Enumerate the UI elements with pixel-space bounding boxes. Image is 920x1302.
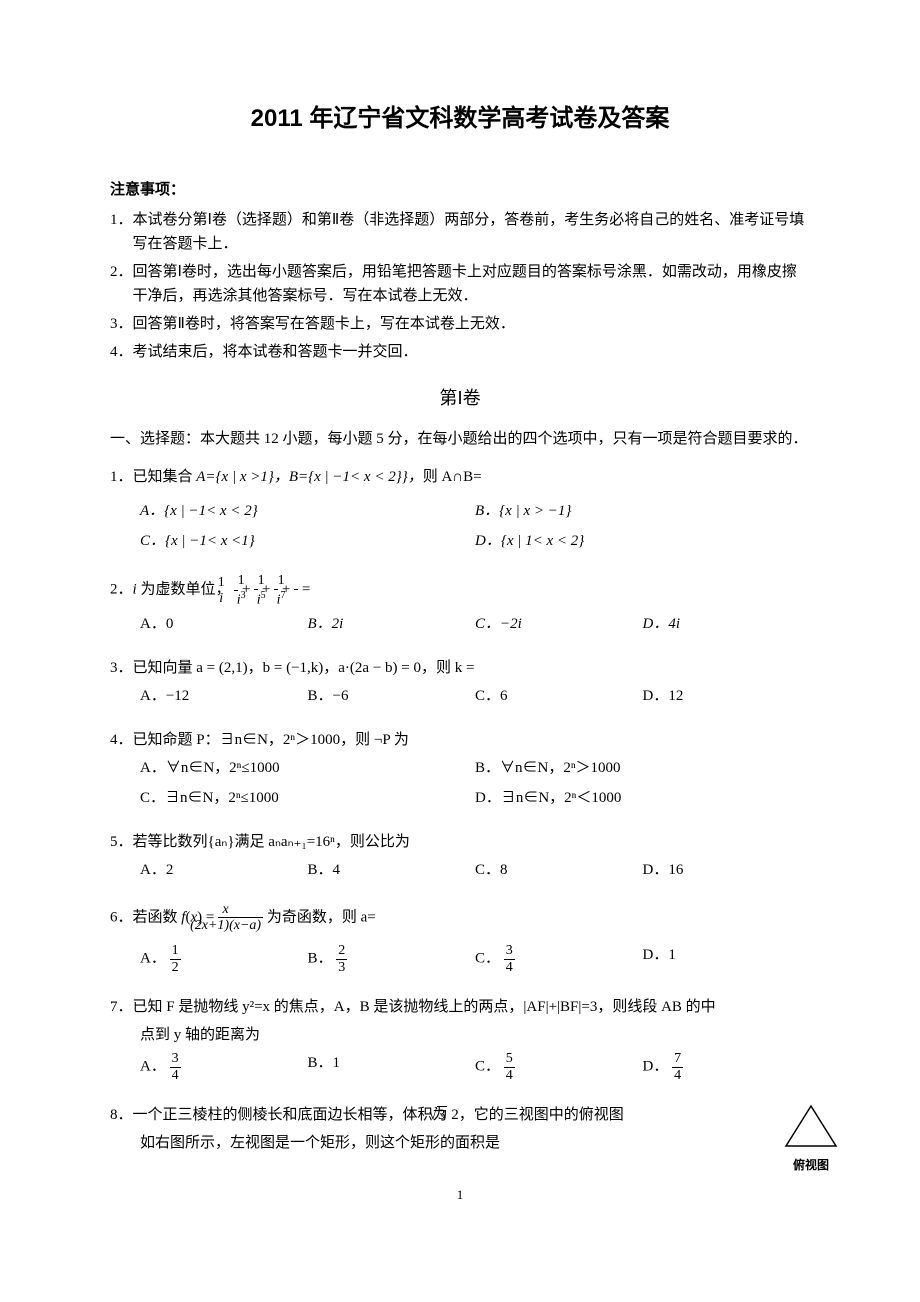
q3-options: A．−12 B．−6 C．6 D．12 (110, 684, 810, 714)
q5-optD: D．16 (643, 858, 811, 882)
section-1-desc: 一、选择题：本大题共 12 小题，每小题 5 分，在每小题给出的四个选项中，只有… (110, 427, 810, 451)
notice-item: 2．回答第Ⅰ卷时，选出每小题答案后，用铅笔把答题卡上对应题目的答案标号涂黑．如需… (110, 260, 810, 308)
notice-item: 1．本试卷分第Ⅰ卷（选择题）和第Ⅱ卷（非选择题）两部分，答卷前，考生务必将自己的… (110, 208, 810, 256)
q6-optB: B． 23 (308, 943, 476, 975)
q2-optC: C．−2i (475, 612, 643, 636)
question-3: 3．已知向量 a = (2,1)，b = (−1,k)，a·(2a − b) =… (110, 656, 810, 714)
q3-optA: A．−12 (140, 684, 308, 708)
q8-figure: 俯视图 (782, 1102, 840, 1175)
question-1: 1．已知集合 A={x | x >1}，B={x | −1< x < 2}}，则… (110, 465, 810, 559)
notice-section: 注意事项： 1．本试卷分第Ⅰ卷（选择题）和第Ⅱ卷（非选择题）两部分，答卷前，考生… (110, 178, 810, 364)
q8-stem-line2: 如右图所示，左视图是一个矩形，则这个矩形的面积是 (110, 1131, 750, 1155)
notice-item: 3．回答第Ⅱ卷时，将答案写在答题卡上，写在本试卷上无效． (110, 312, 810, 336)
q8-stem-line1-post: ，它的三视图中的俯视图 (459, 1107, 624, 1123)
q2-optB: B．2i (308, 612, 476, 636)
q1-optA: A．{x | −1< x < 2} (140, 499, 475, 523)
q3-stem: 3．已知向量 a = (2,1)，b = (−1,k)，a·(2a − b) =… (110, 656, 810, 680)
q1-stem: 1．已知集合 A={x | x >1}，B={x | −1< x < 2}}，则… (110, 465, 810, 489)
q6-optA: A． 12 (140, 943, 308, 975)
question-8: 8．一个正三棱柱的侧棱长和底面边长相等，体积为 23，它的三视图中的俯视图 如右… (110, 1103, 810, 1155)
q4-optC: C．∃n∈N，2ⁿ≤1000 (140, 786, 475, 810)
q7-stem-line2: 点到 y 轴的距离为 (110, 1023, 810, 1047)
q6-optB-pre: B． (308, 951, 333, 967)
q2-stem: 2．i 为虚数单位， 1i + 1i3 + 1i5 + 1i7 = (110, 573, 810, 607)
q1-options: A．{x | −1< x < 2} B．{x | x > −1} C．{x | … (110, 499, 810, 559)
q6-fn-frac: x (2x+1)(x−a) (218, 902, 263, 934)
q8-stem-line1: 8．一个正三棱柱的侧棱长和底面边长相等，体积为 23，它的三视图中的俯视图 (110, 1103, 750, 1127)
section-1-title: 第Ⅰ卷 (110, 384, 810, 413)
q7-optD: D． 74 (643, 1051, 811, 1083)
q2-stem-mid: 为虚数单位， (140, 582, 230, 598)
q2-stem-pre: 2． (110, 582, 133, 598)
question-4: 4．已知命题 P：∃n∈N，2ⁿ＞1000，则 ¬P 为 A．∀n∈N，2ⁿ≤1… (110, 728, 810, 816)
notice-item: 4．考试结束后，将本试卷和答题卡一并交回． (110, 340, 810, 364)
q1-stem-math: A={x | x >1}，B={x | −1< x < 2}}， (196, 469, 422, 485)
q2-frac4: 1i7 (294, 573, 298, 607)
q5-optA: A．2 (140, 858, 308, 882)
q6-fn-den: (2x+1)(x−a) (218, 918, 263, 933)
q1-stem-post: 则 A∩B= (423, 469, 482, 485)
q1-stem-pre: 1．已知集合 (110, 469, 196, 485)
q7-optA-pre: A． (140, 1059, 166, 1075)
question-2: 2．i 为虚数单位， 1i + 1i3 + 1i5 + 1i7 = A．0 B．… (110, 573, 810, 641)
q3-optD: D．12 (643, 684, 811, 708)
q6-optA-pre: A． (140, 951, 166, 967)
q6-fn-num: x (218, 902, 263, 918)
question-5: 5．若等比数列{aₙ}满足 aₙaₙ₊₁=16ⁿ，则公比为 A．2 B．4 C．… (110, 830, 810, 888)
q6-optD: D．1 (643, 943, 811, 975)
q4-options: A．∀n∈N，2ⁿ≤1000 B．∀n∈N，2ⁿ＞1000 C．∃n∈N，2ⁿ≤… (110, 756, 810, 816)
question-6: 6．若函数 f(x) = x (2x+1)(x−a) 为奇函数，则 a= A． … (110, 902, 810, 982)
q6-optC-pre: C． (475, 951, 500, 967)
question-7: 7．已知 F 是抛物线 y²=x 的焦点，A，B 是该抛物线上的两点，|AF|+… (110, 995, 810, 1089)
q7-optD-pre: D． (643, 1059, 669, 1075)
q5-optC: C．8 (475, 858, 643, 882)
q4-optA: A．∀n∈N，2ⁿ≤1000 (140, 756, 475, 780)
q1-optD: D．{x | 1< x < 2} (475, 529, 810, 553)
q4-stem: 4．已知命题 P：∃n∈N，2ⁿ＞1000，则 ¬P 为 (110, 728, 810, 752)
q6-stem-post: 为奇函数，则 a= (267, 909, 376, 925)
q7-stem-line1: 7．已知 F 是抛物线 y²=x 的焦点，A，B 是该抛物线上的两点，|AF|+… (110, 995, 810, 1019)
q5-options: A．2 B．4 C．8 D．16 (110, 858, 810, 888)
q3-optB: B．−6 (308, 684, 476, 708)
page-title: 2011 年辽宁省文科数学高考试卷及答案 (110, 100, 810, 138)
q6-stem: 6．若函数 f(x) = x (2x+1)(x−a) 为奇函数，则 a= (110, 902, 810, 934)
q6-optC: C． 34 (475, 943, 643, 975)
q6-stem-pre: 6．若函数 (110, 909, 181, 925)
q7-optC: C． 54 (475, 1051, 643, 1083)
notice-heading: 注意事项： (110, 178, 810, 202)
q4-optD: D．∃n∈N，2ⁿ＜1000 (475, 786, 810, 810)
q8-stem-line1-pre: 8．一个正三棱柱的侧棱长和底面边长相等，体积为 (110, 1107, 451, 1123)
q2-options: A．0 B．2i C．−2i D．4i (110, 612, 810, 642)
q7-optC-pre: C． (475, 1059, 500, 1075)
q3-optC: C．6 (475, 684, 643, 708)
q4-optB: B．∀n∈N，2ⁿ＞1000 (475, 756, 810, 780)
q8-sqrt-coef: 2 (451, 1107, 459, 1123)
q2-optD: D．4i (643, 612, 811, 636)
q1-optC: C．{x | −1< x <1} (140, 529, 475, 553)
q6-options: A． 12 B． 23 C． 34 D．1 (110, 943, 810, 981)
q8-fig-label: 俯视图 (782, 1156, 840, 1175)
q7-optB: B．1 (308, 1051, 476, 1083)
page-number: 1 (110, 1185, 810, 1206)
triangle-icon (782, 1102, 840, 1150)
q7-options: A． 34 B．1 C． 54 D． 74 (110, 1051, 810, 1089)
q5-optB: B．4 (308, 858, 476, 882)
q1-optB: B．{x | x > −1} (475, 499, 810, 523)
q2-optA: A．0 (140, 612, 308, 636)
q7-optA: A． 34 (140, 1051, 308, 1083)
q5-stem: 5．若等比数列{aₙ}满足 aₙaₙ₊₁=16ⁿ，则公比为 (110, 830, 810, 854)
